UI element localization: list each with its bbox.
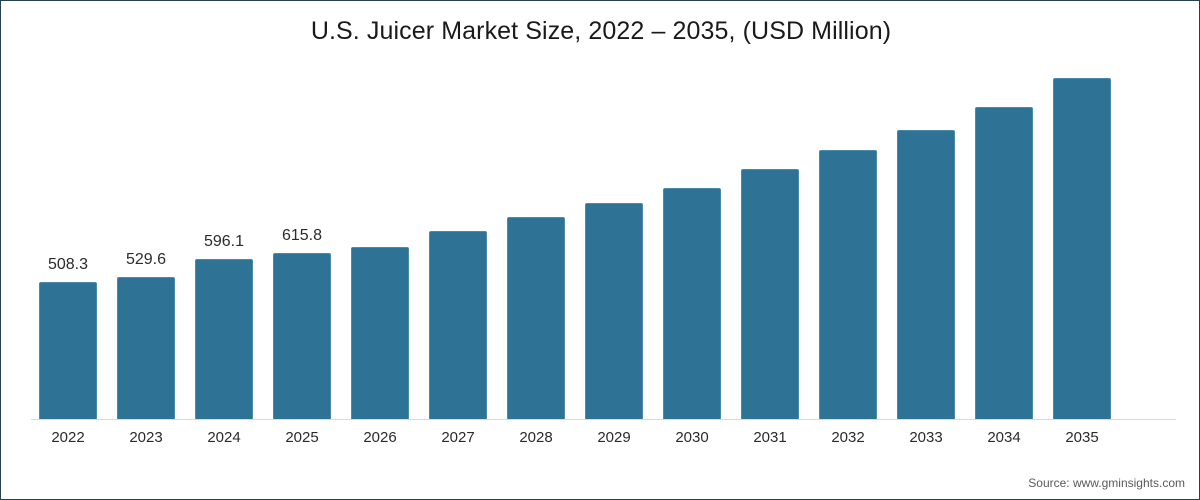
x-tick-2024: 2024 <box>207 429 241 446</box>
bar-rect-2035[interactable] <box>1053 78 1111 419</box>
bar-rect-2030[interactable] <box>663 188 721 419</box>
bar-rect-2025[interactable] <box>273 253 331 419</box>
bar-rect-2026[interactable] <box>351 247 409 419</box>
bar-2030[interactable] <box>663 56 721 419</box>
bar-rect-2023[interactable] <box>117 277 175 419</box>
bar-2034[interactable] <box>975 56 1033 419</box>
bar-rect-2033[interactable] <box>897 130 955 419</box>
bar-rect-2034[interactable] <box>975 107 1033 419</box>
x-tick-2030: 2030 <box>675 429 709 446</box>
x-axis-tick-labels: 2022 2023 2024 2025 2026 2027 2028 2029 2030 2031… <box>31 429 1176 453</box>
bar-2026[interactable] <box>351 56 409 419</box>
x-tick-2028: 2028 <box>519 429 553 446</box>
bar-rect-2032[interactable] <box>819 150 877 419</box>
bar-2031[interactable] <box>741 56 799 419</box>
x-tick-2033: 2033 <box>909 429 943 446</box>
bar-2035[interactable] <box>1053 56 1111 419</box>
bar-2032[interactable] <box>819 56 877 419</box>
x-axis-line <box>31 419 1176 420</box>
x-tick-2022: 2022 <box>51 429 85 446</box>
x-tick-2027: 2027 <box>441 429 475 446</box>
source-caption: Source: www.gminsights.com <box>1028 476 1185 490</box>
x-tick-2035: 2035 <box>1065 429 1099 446</box>
plot-area: 508.3 529.6 596.1 615.8 <box>31 56 1176 420</box>
bar-rect-2028[interactable] <box>507 217 565 419</box>
bar-2027[interactable] <box>429 56 487 419</box>
bar-2033[interactable] <box>897 56 955 419</box>
bar-rect-2024[interactable] <box>195 259 253 419</box>
bar-2024[interactable]: 596.1 <box>195 56 253 419</box>
bar-value-label-2025: 615.8 <box>281 227 323 244</box>
bar-2025[interactable]: 615.8 <box>273 56 331 419</box>
bar-series: 508.3 529.6 596.1 615.8 <box>31 56 1176 419</box>
bar-value-label-2022: 508.3 <box>47 256 89 273</box>
bar-2029[interactable] <box>585 56 643 419</box>
bar-2022[interactable]: 508.3 <box>39 56 97 419</box>
x-tick-2026: 2026 <box>363 429 397 446</box>
page-title: U.S. Juicer Market Size, 2022 – 2035, (U… <box>310 17 892 45</box>
x-tick-2034: 2034 <box>987 429 1021 446</box>
bar-rect-2022[interactable] <box>39 282 97 419</box>
x-tick-2029: 2029 <box>597 429 631 446</box>
bar-rect-2029[interactable] <box>585 203 643 419</box>
x-tick-2031: 2031 <box>753 429 787 446</box>
x-tick-2023: 2023 <box>129 429 163 446</box>
bar-value-label-2023: 529.6 <box>125 251 167 268</box>
bar-rect-2031[interactable] <box>741 169 799 419</box>
bar-rect-2027[interactable] <box>429 231 487 419</box>
x-tick-2025: 2025 <box>285 429 319 446</box>
bar-2028[interactable] <box>507 56 565 419</box>
bar-2023[interactable]: 529.6 <box>117 56 175 419</box>
x-tick-2032: 2032 <box>831 429 865 446</box>
bar-value-label-2024: 596.1 <box>203 233 245 250</box>
